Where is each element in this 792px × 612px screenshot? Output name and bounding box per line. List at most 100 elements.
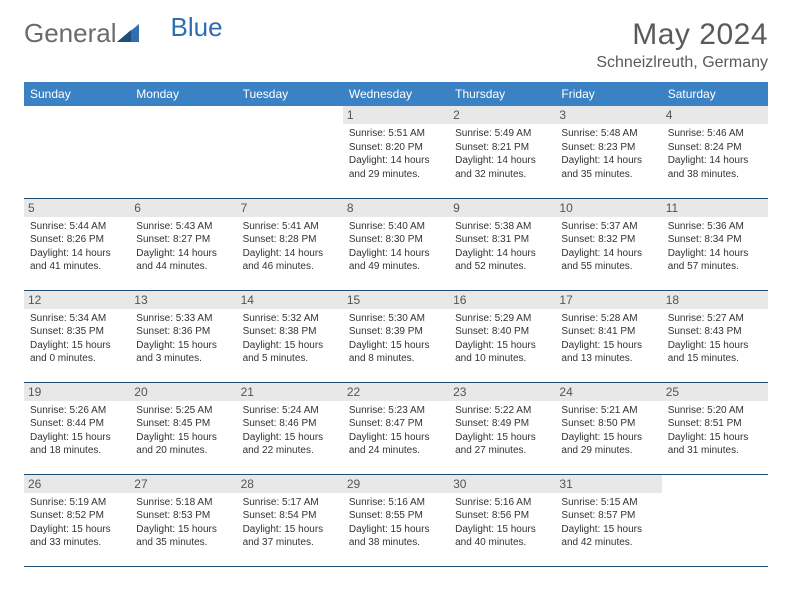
calendar-cell: [24, 106, 130, 198]
calendar-row: 26Sunrise: 5:19 AMSunset: 8:52 PMDayligh…: [24, 474, 768, 566]
detail-line: Sunrise: 5:51 AM: [349, 127, 443, 141]
detail-line: Sunset: 8:52 PM: [30, 509, 124, 523]
day-details: Sunrise: 5:29 AMSunset: 8:40 PMDaylight:…: [455, 312, 549, 366]
detail-line: Sunset: 8:28 PM: [243, 233, 337, 247]
calendar-cell: 4Sunrise: 5:46 AMSunset: 8:24 PMDaylight…: [662, 106, 768, 198]
detail-line: Sunset: 8:26 PM: [30, 233, 124, 247]
calendar-cell: 14Sunrise: 5:32 AMSunset: 8:38 PMDayligh…: [237, 290, 343, 382]
day-details: Sunrise: 5:24 AMSunset: 8:46 PMDaylight:…: [243, 404, 337, 458]
day-header-thu: Thursday: [449, 82, 555, 106]
day-details: Sunrise: 5:44 AMSunset: 8:26 PMDaylight:…: [30, 220, 124, 274]
detail-line: Sunset: 8:20 PM: [349, 141, 443, 155]
detail-line: Sunset: 8:32 PM: [561, 233, 655, 247]
day-details: Sunrise: 5:15 AMSunset: 8:57 PMDaylight:…: [561, 496, 655, 550]
detail-line: Sunset: 8:30 PM: [349, 233, 443, 247]
detail-line: and 52 minutes.: [455, 260, 549, 274]
detail-line: Daylight: 15 hours: [30, 339, 124, 353]
day-header-fri: Friday: [555, 82, 661, 106]
detail-line: and 31 minutes.: [668, 444, 762, 458]
day-details: Sunrise: 5:27 AMSunset: 8:43 PMDaylight:…: [668, 312, 762, 366]
detail-line: Sunrise: 5:17 AM: [243, 496, 337, 510]
day-number: 23: [449, 383, 555, 401]
calendar-cell: 10Sunrise: 5:37 AMSunset: 8:32 PMDayligh…: [555, 198, 661, 290]
detail-line: Sunrise: 5:36 AM: [668, 220, 762, 234]
day-number: 8: [343, 199, 449, 217]
detail-line: Daylight: 15 hours: [668, 339, 762, 353]
detail-line: and 13 minutes.: [561, 352, 655, 366]
detail-line: Daylight: 15 hours: [30, 431, 124, 445]
detail-line: Sunrise: 5:37 AM: [561, 220, 655, 234]
detail-line: Sunrise: 5:15 AM: [561, 496, 655, 510]
day-details: Sunrise: 5:49 AMSunset: 8:21 PMDaylight:…: [455, 127, 549, 181]
detail-line: Daylight: 15 hours: [455, 339, 549, 353]
detail-line: and 32 minutes.: [455, 168, 549, 182]
detail-line: Daylight: 15 hours: [561, 523, 655, 537]
detail-line: Sunset: 8:39 PM: [349, 325, 443, 339]
detail-line: Daylight: 15 hours: [349, 523, 443, 537]
day-details: Sunrise: 5:16 AMSunset: 8:56 PMDaylight:…: [455, 496, 549, 550]
day-number: 10: [555, 199, 661, 217]
detail-line: Daylight: 14 hours: [243, 247, 337, 261]
calendar-cell: 1Sunrise: 5:51 AMSunset: 8:20 PMDaylight…: [343, 106, 449, 198]
detail-line: and 29 minutes.: [561, 444, 655, 458]
detail-line: Sunset: 8:57 PM: [561, 509, 655, 523]
detail-line: and 20 minutes.: [136, 444, 230, 458]
day-number: 12: [24, 291, 130, 309]
detail-line: Daylight: 15 hours: [668, 431, 762, 445]
day-header-row: Sunday Monday Tuesday Wednesday Thursday…: [24, 82, 768, 106]
day-details: Sunrise: 5:16 AMSunset: 8:55 PMDaylight:…: [349, 496, 443, 550]
calendar-cell: 19 Sunrise: 5:26 AMSunset: 8:44 PMDayligh…: [24, 382, 130, 474]
detail-line: and 35 minutes.: [561, 168, 655, 182]
detail-line: Sunset: 8:53 PM: [136, 509, 230, 523]
detail-line: Daylight: 15 hours: [136, 339, 230, 353]
detail-line: Sunset: 8:35 PM: [30, 325, 124, 339]
detail-line: and 27 minutes.: [455, 444, 549, 458]
calendar-cell: 11Sunrise: 5:36 AMSunset: 8:34 PMDayligh…: [662, 198, 768, 290]
day-header-mon: Monday: [130, 82, 236, 106]
calendar-cell: [237, 106, 343, 198]
detail-line: and 42 minutes.: [561, 536, 655, 550]
detail-line: Daylight: 15 hours: [349, 339, 443, 353]
day-number: 25: [662, 383, 768, 401]
detail-line: and 29 minutes.: [349, 168, 443, 182]
detail-line: and 41 minutes.: [30, 260, 124, 274]
calendar-cell: 30Sunrise: 5:16 AMSunset: 8:56 PMDayligh…: [449, 474, 555, 566]
day-number: 3: [555, 106, 661, 124]
detail-line: Sunrise: 5:25 AM: [136, 404, 230, 418]
detail-line: Sunrise: 5:18 AM: [136, 496, 230, 510]
calendar-body: 1Sunrise: 5:51 AMSunset: 8:20 PMDaylight…: [24, 106, 768, 566]
day-details: Sunrise: 5:26 AMSunset: 8:44 PMDaylight:…: [30, 404, 124, 458]
day-number: 6: [130, 199, 236, 217]
brand-logo: General Blue: [24, 18, 223, 49]
detail-line: Daylight: 14 hours: [668, 154, 762, 168]
detail-line: and 38 minutes.: [668, 168, 762, 182]
detail-line: and 15 minutes.: [668, 352, 762, 366]
day-header-wed: Wednesday: [343, 82, 449, 106]
day-details: Sunrise: 5:36 AMSunset: 8:34 PMDaylight:…: [668, 220, 762, 274]
detail-line: Sunrise: 5:21 AM: [561, 404, 655, 418]
detail-line: Sunset: 8:51 PM: [668, 417, 762, 431]
detail-line: Sunset: 8:23 PM: [561, 141, 655, 155]
detail-line: Daylight: 15 hours: [561, 431, 655, 445]
day-number: 31: [555, 475, 661, 493]
calendar-cell: [662, 474, 768, 566]
day-details: Sunrise: 5:41 AMSunset: 8:28 PMDaylight:…: [243, 220, 337, 274]
day-number: 19: [24, 383, 130, 401]
day-number: 7: [237, 199, 343, 217]
detail-line: Daylight: 15 hours: [561, 339, 655, 353]
detail-line: Sunset: 8:44 PM: [30, 417, 124, 431]
location-subtitle: Schneizlreuth, Germany: [596, 54, 768, 72]
day-number: 9: [449, 199, 555, 217]
detail-line: Daylight: 14 hours: [561, 154, 655, 168]
day-details: Sunrise: 5:20 AMSunset: 8:51 PMDaylight:…: [668, 404, 762, 458]
calendar-cell: 23 Sunrise: 5:22 AMSunset: 8:49 PMDayligh…: [449, 382, 555, 474]
calendar-table: Sunday Monday Tuesday Wednesday Thursday…: [24, 82, 768, 567]
day-details: Sunrise: 5:33 AMSunset: 8:36 PMDaylight:…: [136, 312, 230, 366]
day-header-sun: Sunday: [24, 82, 130, 106]
day-number: 21: [237, 383, 343, 401]
detail-line: Sunrise: 5:24 AM: [243, 404, 337, 418]
detail-line: Daylight: 15 hours: [243, 431, 337, 445]
day-details: Sunrise: 5:22 AMSunset: 8:49 PMDaylight:…: [455, 404, 549, 458]
day-number: 27: [130, 475, 236, 493]
calendar-row: 5Sunrise: 5:44 AMSunset: 8:26 PMDaylight…: [24, 198, 768, 290]
